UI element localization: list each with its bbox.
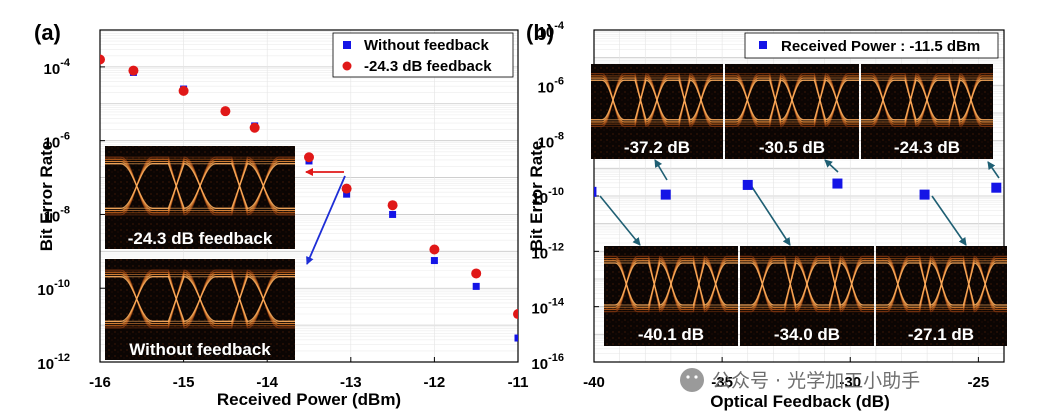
eye-inset-a-no-feedback: Without feedback xyxy=(105,259,295,360)
data-point-circle xyxy=(387,200,398,211)
y-axis-title-b: Bit Error Rate xyxy=(527,141,546,252)
data-point-circle xyxy=(100,54,105,65)
data-point-square xyxy=(430,257,438,265)
eye-inset-b-5: -27.1 dB xyxy=(876,246,1007,346)
arrow-b-up-0 xyxy=(654,159,668,181)
y-axis-title-a: Bit Error Rate xyxy=(37,141,56,252)
watermark-text: 公众号 · 光学加工小助手 xyxy=(712,370,920,392)
data-point-square xyxy=(594,186,597,197)
watermark: 公众号 · 光学加工小助手 xyxy=(680,368,920,392)
legend-a: Without feedback -24.3 dB feedback xyxy=(332,32,514,78)
x-tick-label: -13 xyxy=(340,374,362,391)
y-tick-label: 10-4 xyxy=(44,57,71,78)
data-point-square xyxy=(742,179,753,190)
eye-inset-b-2: -24.3 dB xyxy=(861,64,993,159)
eye-image xyxy=(105,146,295,249)
panel-b-label: (b) xyxy=(526,20,554,45)
data-point-square xyxy=(991,182,1002,193)
data-point-circle xyxy=(128,65,139,76)
x-tick-label: -14 xyxy=(256,374,278,391)
data-point-circle xyxy=(429,244,440,255)
x-tick-label: -11 xyxy=(508,374,529,391)
wechat-icon xyxy=(680,368,704,392)
x-tick-label: -25 xyxy=(968,374,990,391)
data-point-square xyxy=(343,190,351,198)
legend-a-square-marker xyxy=(343,41,351,49)
data-point-square xyxy=(514,334,518,342)
data-point-circle xyxy=(471,268,482,279)
eye-traces xyxy=(105,156,295,216)
panel-a-label: (a) xyxy=(34,20,61,45)
y-tick-label: 10-16 xyxy=(531,352,564,373)
eye-inset-label: -30.5 dB xyxy=(759,138,825,157)
arrow-b-up-1 xyxy=(824,159,839,173)
data-point-circle xyxy=(513,309,518,320)
data-point-circle xyxy=(249,122,260,133)
x-tick-label: -16 xyxy=(89,374,111,391)
legend-a-box xyxy=(332,32,514,78)
data-point-square xyxy=(389,210,397,218)
arrow-b-down-2 xyxy=(931,195,967,246)
legend-b: Received Power : -11.5 dBm xyxy=(744,32,999,59)
x-tick-label: -12 xyxy=(424,374,446,391)
data-point-square xyxy=(472,282,480,290)
data-point-square xyxy=(832,178,843,189)
eye-traces xyxy=(740,255,874,313)
eye-inset-label: -37.2 dB xyxy=(624,138,690,157)
panel-a: (a) -16 -15 -14 -13 -12 -1110-410-610-810-101… xyxy=(34,20,528,409)
x-tick-label: -35 xyxy=(711,374,733,391)
plot-area-a xyxy=(99,29,519,363)
legend-a-item-1: -24.3 dB feedback xyxy=(364,58,492,75)
eye-traces xyxy=(725,73,859,127)
arrow-b-down-0 xyxy=(599,195,641,246)
eye-inset-label: -34.0 dB xyxy=(774,325,840,344)
arrow-b-up-2 xyxy=(987,161,1000,179)
eye-traces xyxy=(604,255,738,313)
legend-a-circle-marker xyxy=(342,61,352,71)
y-tick-label: 10-12 xyxy=(37,352,70,373)
eye-traces xyxy=(861,73,993,127)
x-axis-title-b: Optical Feedback (dB) xyxy=(710,392,889,411)
eye-inset-label: -40.1 dB xyxy=(638,325,704,344)
y-tick-label: 10-14 xyxy=(531,297,564,318)
eye-traces xyxy=(105,269,295,329)
x-axis-title-a: Received Power (dBm) xyxy=(217,390,401,409)
eye-inset-b-3: -40.1 dB xyxy=(604,246,738,346)
y-tick-label: 10-6 xyxy=(538,75,564,96)
data-point-square xyxy=(660,189,671,200)
points-a xyxy=(100,54,518,342)
data-point-square xyxy=(919,189,930,200)
x-tick-label: -15 xyxy=(173,374,195,391)
eye-traces xyxy=(876,255,1007,313)
eye-inset-b-0: -37.2 dB xyxy=(591,64,723,159)
eye-inset-label: -24.3 dB feedback xyxy=(128,229,273,248)
panel-b: (b) -40 -35 -30 -2510-410-610-810-1010-1210… xyxy=(526,20,1007,411)
eye-inset-label: Without feedback xyxy=(129,340,271,359)
x-tick-label: -40 xyxy=(583,374,605,391)
data-point-circle xyxy=(304,152,314,163)
y-tick-label: 10-10 xyxy=(37,278,70,299)
data-point-circle xyxy=(220,106,231,117)
arrow-to-no-feedback-eye xyxy=(306,175,346,265)
legend-a-item-0: Without feedback xyxy=(364,37,490,54)
eye-inset-label: -27.1 dB xyxy=(908,325,974,344)
data-point-circle xyxy=(178,85,189,96)
legend-b-item-0: Received Power : -11.5 dBm xyxy=(781,38,980,55)
data-point-circle xyxy=(341,183,352,194)
points-b xyxy=(594,178,1002,200)
arrow-b-down-1 xyxy=(751,186,791,246)
legend-b-box xyxy=(744,32,999,59)
eye-inset-b-1: -30.5 dB xyxy=(725,64,859,159)
legend-b-square-marker xyxy=(759,41,767,49)
eye-inset-a-feedback: -24.3 dB feedback xyxy=(105,146,295,249)
x-tick-label: -30 xyxy=(839,374,861,391)
eye-inset-label: -24.3 dB xyxy=(894,138,960,157)
eye-traces xyxy=(591,73,723,127)
eye-image xyxy=(105,259,295,360)
eye-inset-b-4: -34.0 dB xyxy=(740,246,874,346)
y-tick-label: 10-4 xyxy=(538,20,565,41)
